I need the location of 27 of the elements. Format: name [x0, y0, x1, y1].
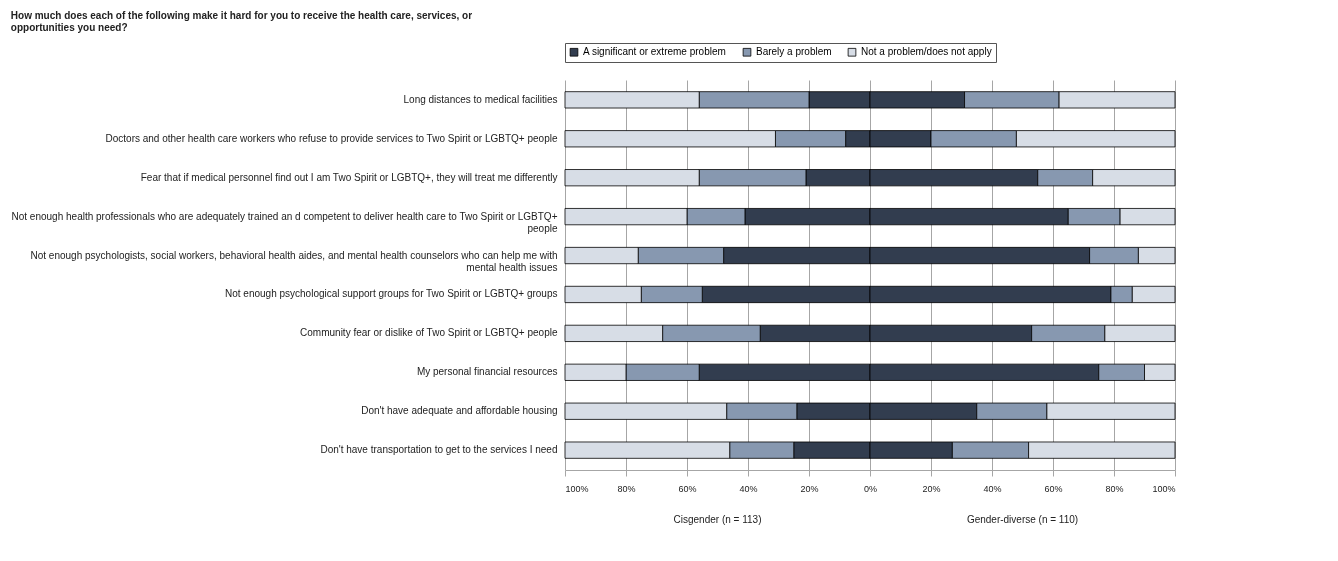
text: How much does each of the following make it hard for you to receive the health care, services, or opportunities you need?	[10, 9, 473, 33]
y-tick-label: Not enough psychologists, social workers, behavioral health aides, and mental health counselors who can help me with mental health issues	[30, 249, 558, 273]
legend-label: Not a problem/does not apply	[861, 46, 992, 58]
x-tick-label: 100%	[1152, 483, 1176, 494]
x-tick-label: 80%	[617, 483, 636, 494]
x-tick-label: 60%	[1044, 483, 1063, 494]
legend-label: A significant or extreme problem	[583, 46, 726, 58]
y-tick-label: Community fear or dislike of Two Spirit or LGBTQ+ people	[300, 327, 558, 339]
x-tick-label: 60%	[678, 483, 697, 494]
y-tick-label: Fear that if medical personnel find out I am Two Spirit or LGBTQ+, they will treat me differently	[140, 171, 558, 183]
y-tick-label: Long distances to medical facilities	[403, 93, 558, 105]
x-tick-label: 80%	[1105, 483, 1124, 494]
x-tick-label: 100%	[565, 483, 589, 494]
y-tick-label: My personal financial resources	[416, 366, 558, 378]
x-tick-label: 20%	[800, 483, 819, 494]
x-tick-label: 40%	[983, 483, 1002, 494]
text: Cisgender (n = 113)	[673, 514, 762, 525]
text: Gender-diverse (n = 110)	[966, 514, 1079, 525]
x-tick-label: 20%	[922, 483, 941, 494]
y-tick-label: Don't have transportation to get to the services I need	[320, 444, 558, 456]
y-tick-label: Not enough psychological support groups for Two Spirit or LGBTQ+ groups	[225, 288, 558, 300]
y-tick-label: Don't have adequate and affordable housing	[361, 405, 558, 417]
y-tick-label: Doctors and other health care workers who refuse to provide services to Two Spirit or LGBTQ+ people	[105, 132, 558, 144]
x-tick-label: 0%	[863, 483, 878, 494]
y-tick-label: Not enough health professionals who are adequately trained an d competent to deliver health care to Two Spirit or LGBTQ+ people	[11, 210, 558, 234]
x-tick-label: 40%	[739, 483, 758, 494]
legend-label: Barely a problem	[756, 46, 832, 58]
